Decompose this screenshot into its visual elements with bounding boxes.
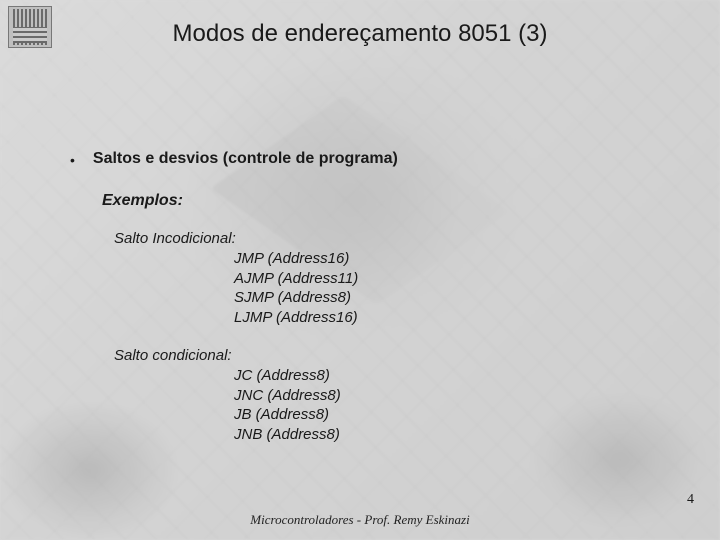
instruction-item: JC (Address8): [234, 366, 680, 386]
bullet-text: Saltos e desvios (controle de programa): [93, 150, 398, 168]
slide-title: Modos de endereçamento 8051 (3): [0, 20, 720, 48]
instruction-item: AJMP (Address11): [234, 269, 680, 289]
instruction-item: SJMP (Address8): [234, 288, 680, 308]
block-conditional: Salto condicional: JC (Address8) JNC (Ad…: [114, 347, 680, 444]
instruction-item: JNC (Address8): [234, 386, 680, 406]
block-unconditional: Salto Incodicional: JMP (Address16) AJMP…: [114, 230, 680, 327]
page-number: 4: [687, 492, 694, 508]
instruction-item: JMP (Address16): [234, 249, 680, 269]
instruction-item: JB (Address8): [234, 405, 680, 425]
slide-content: Modos de endereçamento 8051 (3) • Saltos…: [0, 0, 720, 540]
footer-text: Microcontroladores - Prof. Remy Eskinazi: [0, 512, 720, 528]
block-items-unconditional: JMP (Address16) AJMP (Address11) SJMP (A…: [234, 249, 680, 327]
instruction-item: JNB (Address8): [234, 425, 680, 445]
bullet-row: • Saltos e desvios (controle de programa…: [70, 150, 680, 168]
block-head-conditional: Salto condicional:: [114, 347, 680, 364]
block-items-conditional: JC (Address8) JNC (Address8) JB (Address…: [234, 366, 680, 444]
examples-label: Exemplos:: [102, 192, 680, 210]
bullet-marker: •: [70, 153, 75, 167]
instruction-item: LJMP (Address16): [234, 308, 680, 328]
block-head-unconditional: Salto Incodicional:: [114, 230, 680, 247]
body-content: • Saltos e desvios (controle de programa…: [70, 150, 680, 464]
